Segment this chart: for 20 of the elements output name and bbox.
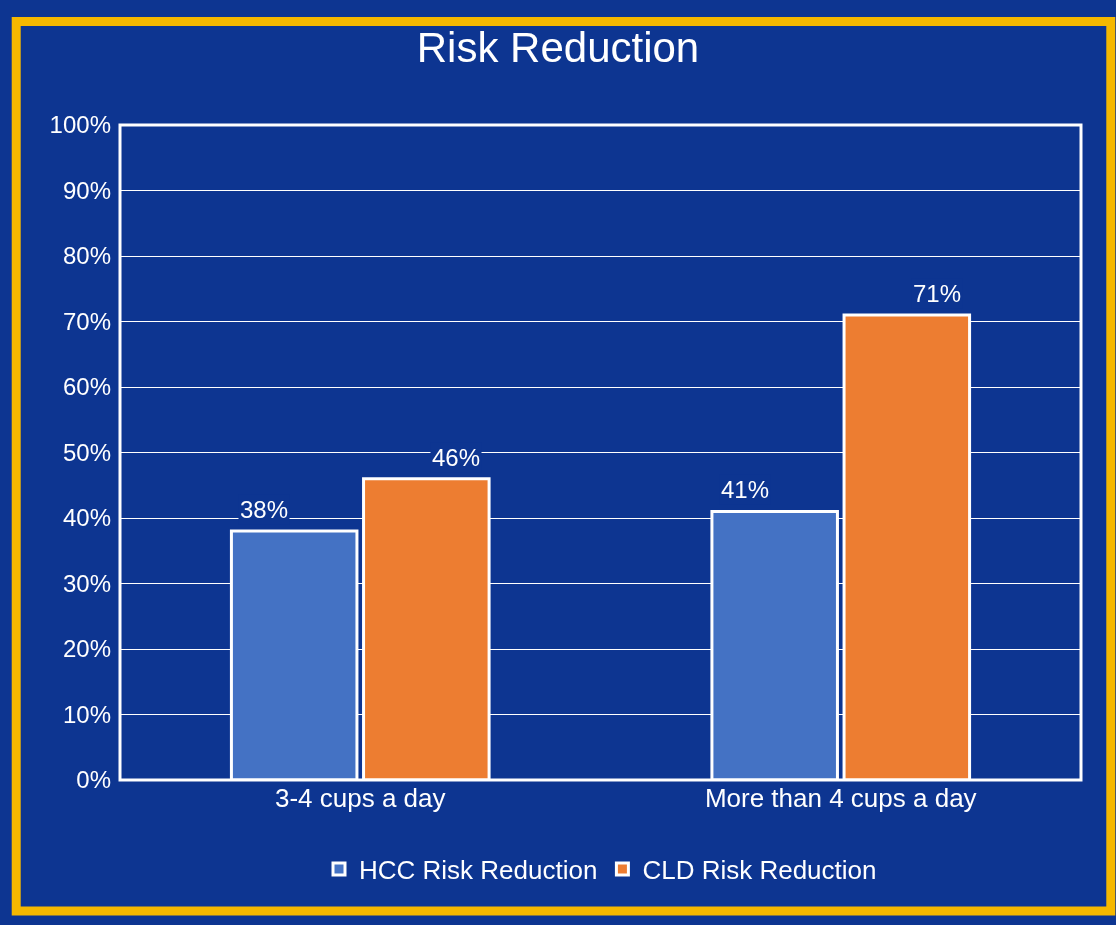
y-tick-label: 10% bbox=[62, 700, 111, 728]
y-tick-label: 80% bbox=[62, 242, 111, 270]
legend-label: HCC Risk Reduction bbox=[359, 855, 598, 886]
data-label: 38% bbox=[240, 496, 289, 523]
data-label: 41% bbox=[721, 476, 770, 503]
y-tick-label: 90% bbox=[62, 176, 111, 204]
y-tick-label: 100% bbox=[49, 111, 111, 139]
data-label: 71% bbox=[913, 280, 962, 307]
y-tick-label: 40% bbox=[62, 504, 111, 532]
x-tick-label: 3-4 cups a day bbox=[274, 783, 446, 813]
y-tick-label: 70% bbox=[62, 307, 111, 335]
x-tick-label: More than 4 cups a day bbox=[704, 783, 977, 813]
y-tick-label: 30% bbox=[62, 569, 111, 597]
y-tick-label: 20% bbox=[62, 635, 111, 663]
chart-title: Risk Reduction bbox=[416, 23, 700, 71]
y-tick-label: 60% bbox=[62, 373, 111, 401]
y-tick-label: 0% bbox=[76, 766, 111, 794]
legend-label: CLD Risk Reduction bbox=[642, 855, 877, 886]
data-label: 46% bbox=[432, 444, 481, 471]
y-tick-label: 50% bbox=[62, 438, 111, 466]
